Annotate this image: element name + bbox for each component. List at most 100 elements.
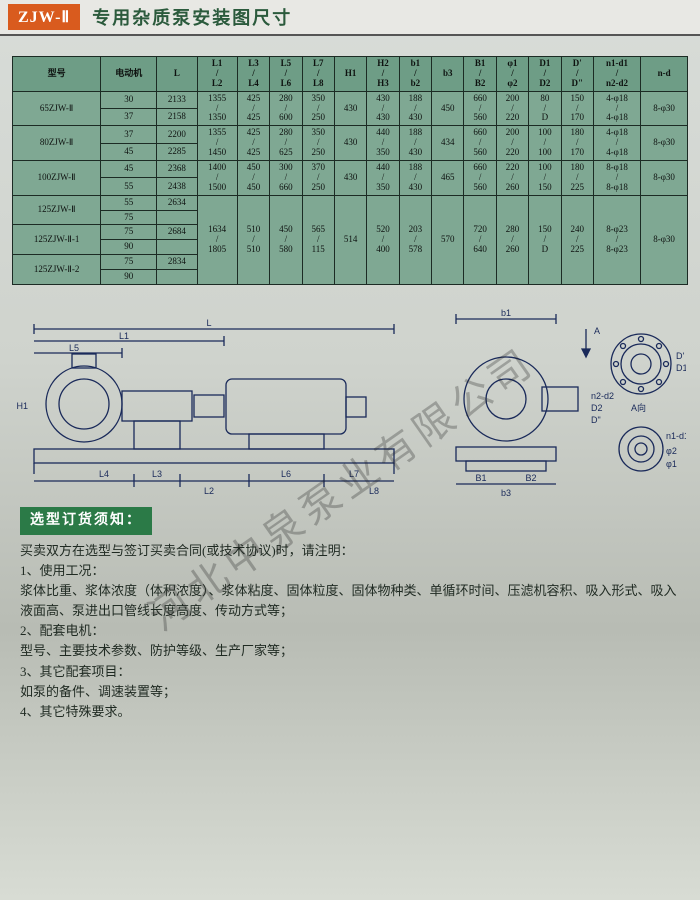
notice-title: 选型订货须知：	[20, 507, 152, 535]
cell-L: 2368	[157, 161, 197, 178]
cell-H1: 430	[334, 91, 366, 126]
cell-motor: 55	[101, 178, 157, 195]
cell-D12: 150/D	[529, 195, 561, 284]
ordering-notice: 选型订货须知： 买卖双方在选型与签订买卖合同(或技术协议)时，请注明： 1、使用…	[0, 499, 700, 722]
view-A-label: A向	[631, 402, 646, 413]
table-row: 65ZJW-Ⅱ3021331355/1350425/425280/600350/…	[13, 91, 688, 108]
cell-D12: 80/D	[529, 91, 561, 126]
table-col-header: H2/H3	[367, 57, 399, 92]
cell-b3: 465	[432, 161, 464, 196]
cell-H1: 430	[334, 161, 366, 196]
cell-L: 2684	[157, 225, 197, 240]
cell-nd: 8-φ30	[641, 91, 688, 126]
cell-H1: 514	[334, 195, 366, 284]
cell-b3: 450	[432, 91, 464, 126]
cell-motor: 45	[101, 161, 157, 178]
dim-B2: B2	[525, 473, 536, 483]
pump-front-view: b1 b3 B1 B2 A n2-d2 D2 D" D' D1 A向 n1-d1…	[426, 299, 686, 499]
cell-motor: 55	[101, 195, 157, 210]
cell-H23: 520/400	[367, 195, 399, 284]
cell-D12: 100/100	[529, 126, 561, 161]
dim-H1: H1	[16, 401, 28, 411]
cell-H23: 440/350	[367, 126, 399, 161]
cell-phi12: 280/260	[496, 195, 528, 284]
cell-phi12: 200/220	[496, 91, 528, 126]
cell-L: 2834	[157, 255, 197, 270]
dim-n1d1: n1-d1	[666, 431, 686, 441]
dim-D1: D1	[676, 363, 686, 373]
cell-L: 2158	[157, 109, 197, 126]
cell-L56: 300/660	[270, 161, 302, 196]
cell-motor: 75	[101, 210, 157, 225]
dim-L2: L2	[204, 486, 214, 496]
cell-nd: 8-φ30	[641, 195, 688, 284]
dim-B1: B1	[475, 473, 486, 483]
cell-L56: 450/580	[270, 195, 302, 284]
table-col-header: D'/D"	[561, 57, 593, 92]
cell-B12: 720/640	[464, 195, 496, 284]
dim-phi2: φ2	[666, 446, 677, 456]
cell-model: 100ZJW-Ⅱ	[13, 161, 101, 196]
cell-L: 2634	[157, 195, 197, 210]
notice-line-6: 如泵的备件、调速装置等；	[20, 684, 176, 699]
dim-Dp: D'	[676, 351, 684, 361]
notice-line-3: 2、配套电机：	[20, 623, 105, 638]
dim-L1: L1	[119, 331, 129, 341]
table-col-header: b1/b2	[399, 57, 431, 92]
cell-L34: 425/425	[237, 126, 269, 161]
dim-b1: b1	[501, 308, 511, 318]
cell-Dp: 180/170	[561, 126, 593, 161]
table-col-header: L3/L4	[237, 57, 269, 92]
cell-b3: 434	[432, 126, 464, 161]
dim-L5: L5	[69, 343, 79, 353]
table-col-header: D1/D2	[529, 57, 561, 92]
dim-L6: L6	[281, 469, 291, 479]
cell-L: 2200	[157, 126, 197, 143]
cell-Dp: 180/225	[561, 161, 593, 196]
table-row: 125ZJW-Ⅱ5526341634/1805510/510450/580565…	[13, 195, 688, 210]
cell-nd: 8-φ30	[641, 161, 688, 196]
table-col-header: n1-d1/n2-d2	[593, 57, 640, 92]
cell-nd12: 4-φ18/4-φ18	[593, 91, 640, 126]
dim-b3: b3	[501, 488, 511, 498]
cell-L78: 350/250	[302, 126, 334, 161]
cell-H23: 440/350	[367, 161, 399, 196]
cell-L34: 425/425	[237, 91, 269, 126]
table-row: 80ZJW-Ⅱ3722001355/1450425/425280/625350/…	[13, 126, 688, 143]
dim-L7: L7	[349, 469, 359, 479]
table-col-header: n-d	[641, 57, 688, 92]
cell-b3: 570	[432, 195, 464, 284]
table-col-header: φ1/φ2	[496, 57, 528, 92]
view-arrow-A: A	[594, 326, 600, 336]
notice-line-4: 型号、主要技术参数、防护等级、生产厂家等；	[20, 643, 293, 658]
cell-L	[157, 270, 197, 285]
notice-line-5: 3、其它配套项目：	[20, 664, 131, 679]
cell-L56: 280/600	[270, 91, 302, 126]
table-col-header: b3	[432, 57, 464, 92]
cell-H1: 430	[334, 126, 366, 161]
cell-L12: 1634/1805	[197, 195, 237, 284]
cell-L56: 280/625	[270, 126, 302, 161]
cell-nd: 8-φ30	[641, 126, 688, 161]
cell-model: 125ZJW-Ⅱ-1	[13, 225, 101, 255]
cell-nd12: 4-φ18/4-φ18	[593, 126, 640, 161]
table-col-header: 电动机	[101, 57, 157, 92]
table-col-header: L1/L2	[197, 57, 237, 92]
page-header: ZJW-Ⅱ 专用杂质泵安装图尺寸	[0, 0, 700, 36]
cell-L: 2285	[157, 143, 197, 160]
dim-Dpp: D"	[591, 415, 601, 425]
dim-D2: D2	[591, 403, 603, 413]
table-col-header: 型号	[13, 57, 101, 92]
notice-line-7: 4、其它特殊要求。	[20, 704, 131, 719]
cell-motor: 90	[101, 240, 157, 255]
cell-b12: 188/430	[399, 161, 431, 196]
cell-L: 2438	[157, 178, 197, 195]
cell-D12: 100/150	[529, 161, 561, 196]
cell-b12: 203/578	[399, 195, 431, 284]
dim-L8: L8	[369, 486, 379, 496]
cell-L34: 510/510	[237, 195, 269, 284]
cell-motor: 75	[101, 255, 157, 270]
cell-motor: 37	[101, 126, 157, 143]
dim-n2d2: n2-d2	[591, 391, 614, 401]
cell-motor: 75	[101, 225, 157, 240]
